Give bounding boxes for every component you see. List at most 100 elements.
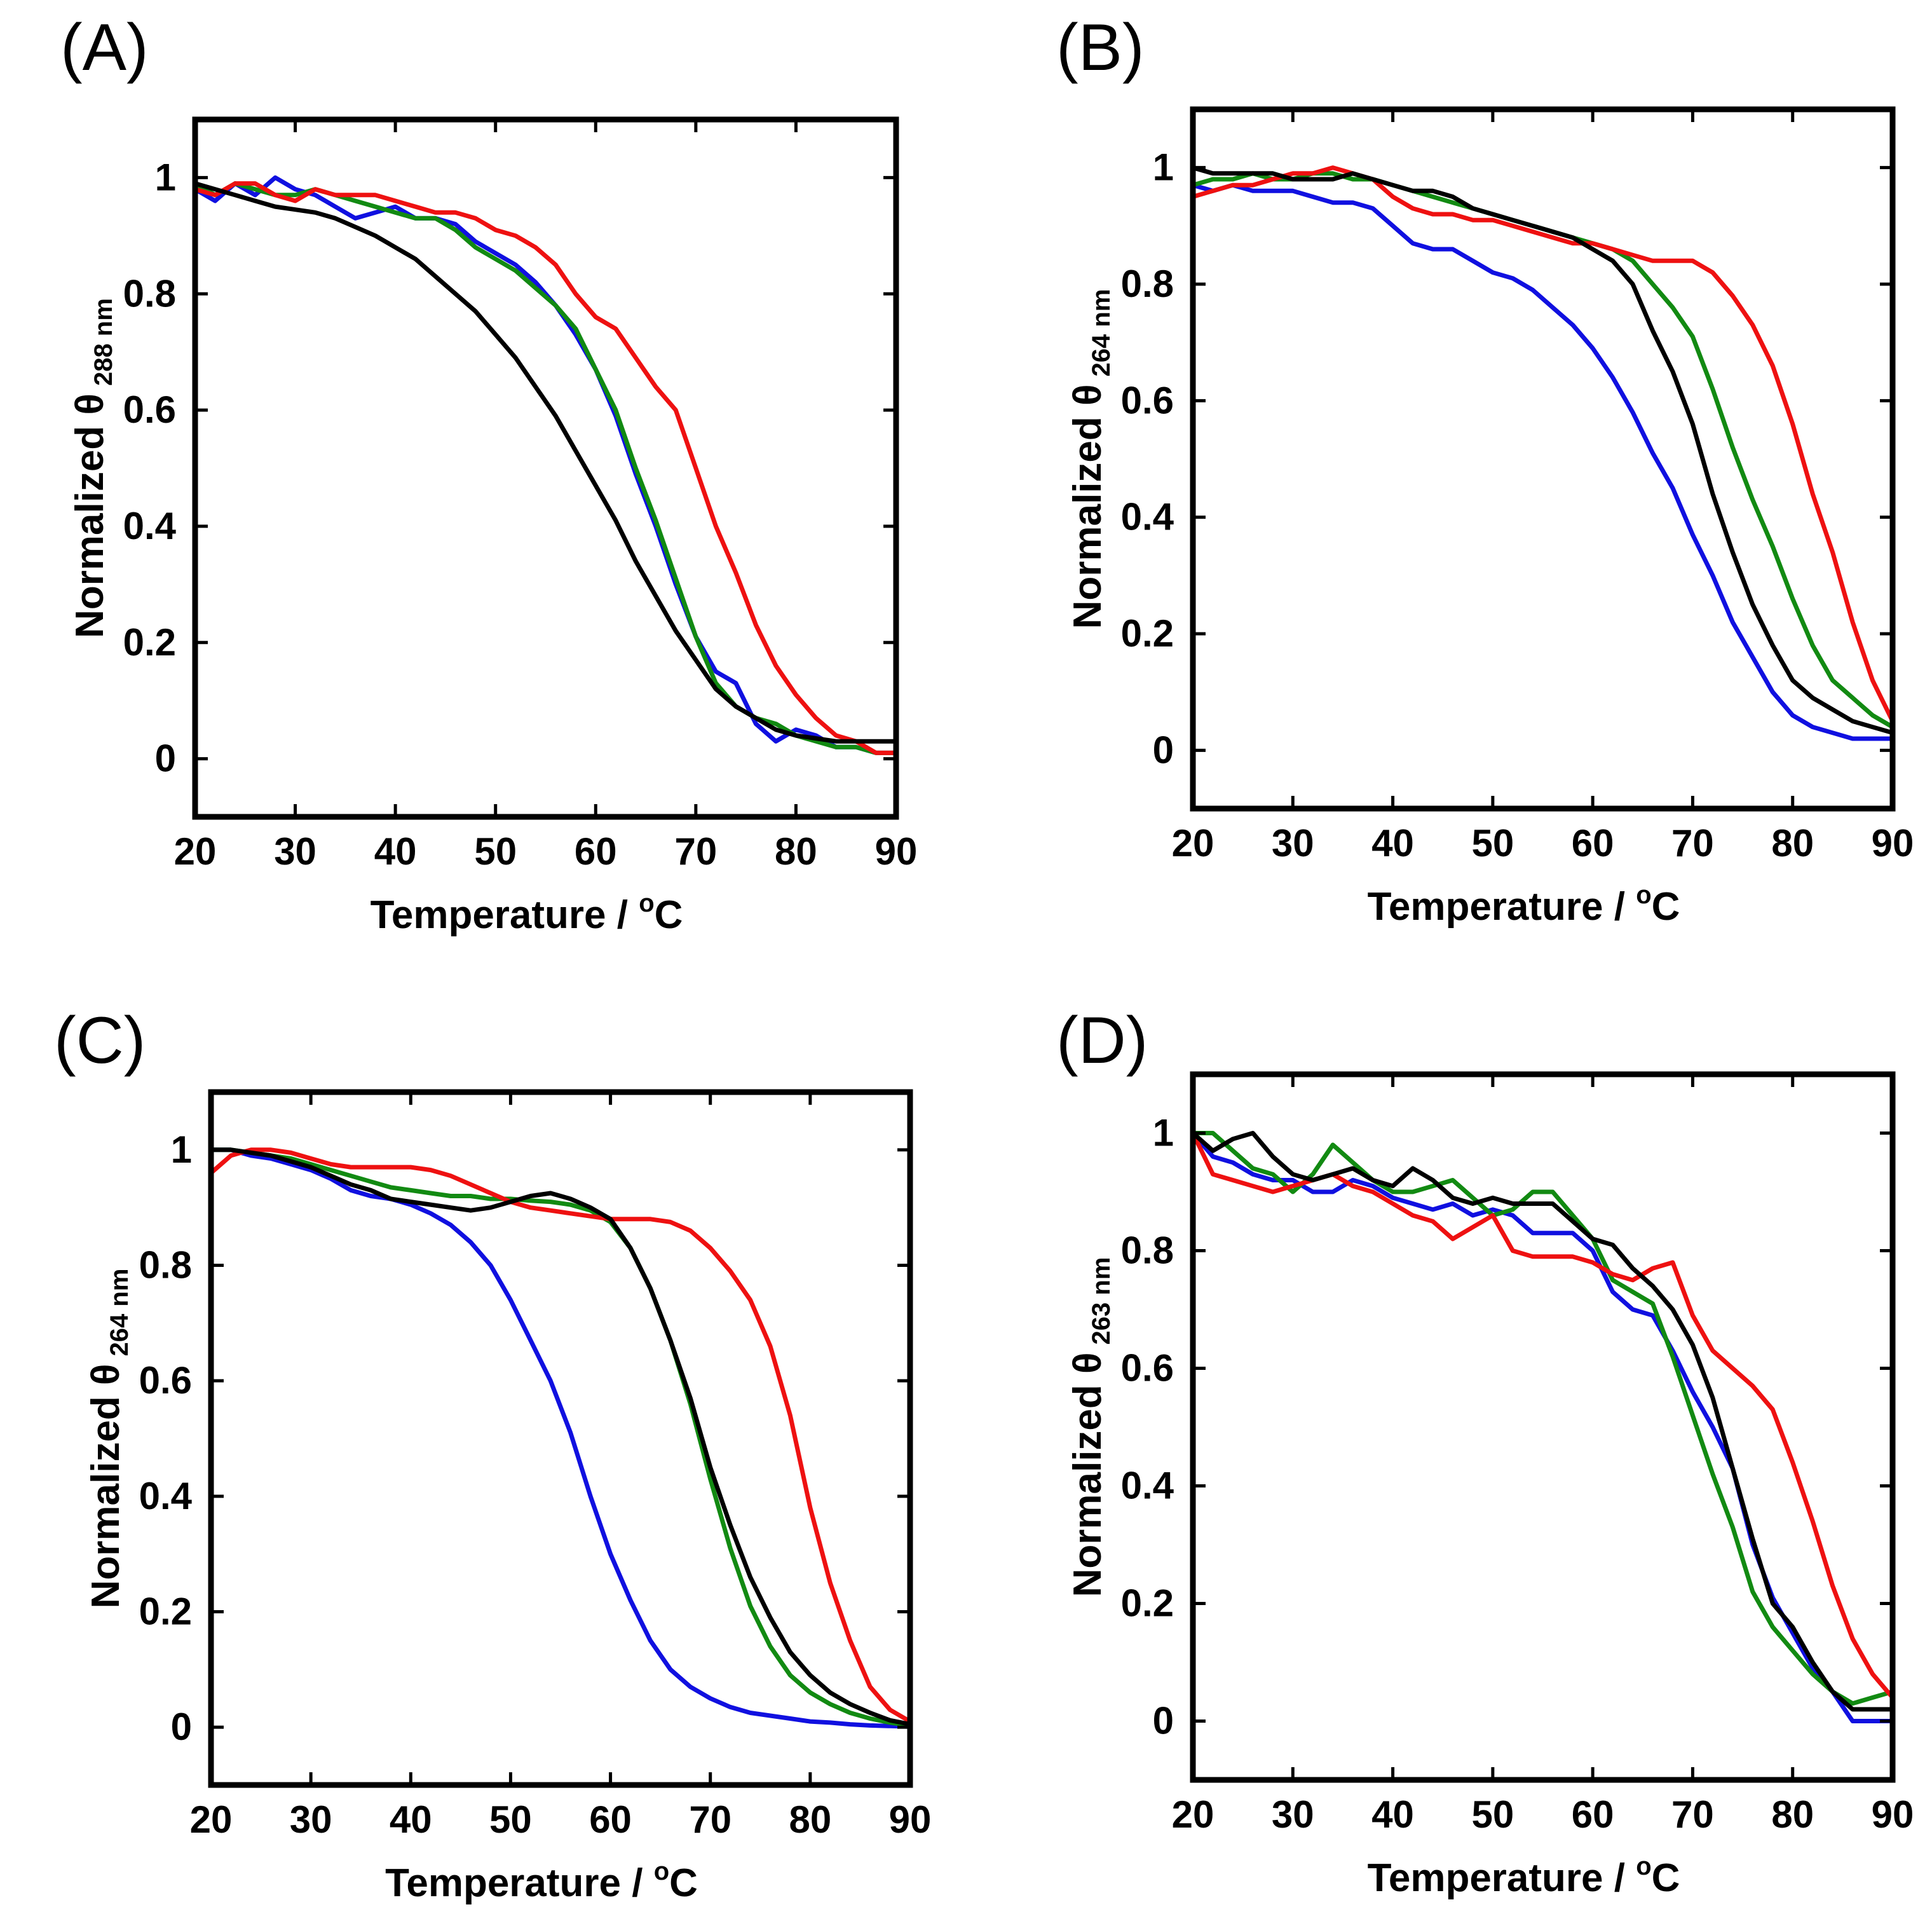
y-tick-label: 0 (155, 737, 176, 780)
y-axis-label: Normalized θ 264 nm (1066, 289, 1115, 629)
y-tick-label: 0.8 (123, 272, 176, 315)
x-axis-label-degree: o (639, 889, 654, 917)
x-tick-label: 80 (789, 1798, 831, 1841)
x-tick-label: 40 (1371, 822, 1414, 865)
x-tick-label: 50 (489, 1798, 532, 1841)
x-tick-label: 50 (474, 830, 517, 873)
y-axis-label-text: Normalized θ (84, 1364, 128, 1608)
y-tick-label: 0.8 (1121, 1229, 1174, 1272)
x-axis-label-unit: C (669, 1861, 698, 1905)
x-tick-label: 90 (889, 1798, 932, 1841)
x-axis-label-text: Temperature / (371, 893, 639, 937)
y-tick-label: 0.2 (1121, 612, 1174, 655)
x-tick-label: 50 (1471, 822, 1514, 865)
y-tick-label: 0 (171, 1706, 192, 1748)
x-tick-label: 40 (1371, 1793, 1414, 1836)
y-axis-label-subscript: 264 nm (105, 1269, 133, 1357)
x-axis-label-unit: C (1652, 885, 1680, 929)
chart-panel-2: (C) 20 30 40 50 60 70 80 90 0 0.2 0.4 0.6 0.8 1 Tempera… (54, 1004, 931, 1905)
x-tick-label: 70 (1671, 822, 1714, 865)
series-line-red (193, 181, 899, 755)
y-axis-label-text: Normalized θ (68, 393, 112, 638)
x-axis-label-unit: C (1652, 1856, 1680, 1900)
y-tick-label: 0.4 (139, 1475, 193, 1517)
series-line-green (1190, 171, 1895, 730)
series-line-blue (1190, 182, 1895, 741)
series-line-blue (1190, 1131, 1895, 1723)
y-axis-label-text: Normalized θ (1066, 1352, 1110, 1597)
x-tick-label: 80 (775, 830, 817, 873)
series-line-blue (193, 175, 899, 755)
y-tick-label: 0.4 (1121, 1465, 1174, 1507)
y-tick-label: 0.2 (1121, 1582, 1174, 1625)
series-line-black (1190, 1131, 1895, 1712)
y-axis-label: Normalized θ 264 nm (84, 1269, 133, 1609)
x-axis-label-degree: o (1636, 881, 1651, 909)
y-tick-label: 1 (171, 1128, 192, 1171)
x-tick-label: 80 (1771, 822, 1814, 865)
x-tick-label: 70 (674, 830, 717, 873)
y-tick-label: 0.4 (123, 505, 177, 547)
plot-frame (1190, 106, 1896, 812)
series-line-black (193, 181, 899, 744)
y-tick-label: 0.6 (1121, 379, 1174, 421)
x-axis-label-text: Temperature / (385, 1861, 654, 1905)
x-tick-label: 30 (1272, 822, 1314, 865)
x-tick-label: 30 (290, 1798, 332, 1841)
y-tick-label: 0.2 (123, 621, 176, 664)
x-axis-label-text: Temperature / (1368, 1856, 1636, 1900)
y-tick-label: 0.6 (123, 388, 176, 431)
y-tick-label: 0 (1153, 1700, 1174, 1742)
x-tick-label: 90 (1872, 1793, 1914, 1836)
y-axis-label-text: Normalized θ (1066, 384, 1110, 629)
x-axis-label: Temperature / oC (385, 1857, 698, 1905)
series-line-green (193, 181, 899, 755)
x-tick-label: 60 (1572, 822, 1614, 865)
x-tick-label: 50 (1471, 1793, 1514, 1836)
x-axis-label-text: Temperature / (1368, 885, 1636, 929)
y-tick-label: 1 (1153, 1112, 1174, 1154)
chart-panel-1: (B) 20 30 40 50 60 70 80 90 0 0.2 0.4 0.6 0.8 1 Tempera… (1056, 11, 1914, 929)
x-axis-label: Temperature / oC (1368, 1852, 1680, 1900)
y-tick-label: 0.8 (139, 1244, 192, 1287)
x-tick-label: 20 (1172, 822, 1214, 865)
x-tick-label: 40 (390, 1798, 432, 1841)
y-tick-label: 0.6 (139, 1359, 192, 1402)
x-tick-label: 70 (1671, 1793, 1714, 1836)
y-tick-label: 0.2 (139, 1590, 192, 1633)
y-axis-label: Normalized θ 288 nm (68, 298, 118, 638)
x-tick-label: 30 (1272, 1793, 1314, 1836)
x-tick-label: 60 (589, 1798, 632, 1841)
series-line-red (1190, 1131, 1895, 1700)
y-tick-label: 0.4 (1121, 496, 1174, 538)
panel-letter: (D) (1056, 1004, 1148, 1077)
x-axis-label-degree: o (1636, 1852, 1651, 1880)
x-axis-label: Temperature / oC (371, 889, 683, 937)
chart-panel-0: (A) 20 30 40 50 60 70 80 90 0 0.2 0.4 0.6 0.8 1 Tempera… (60, 11, 917, 937)
y-axis-label: Normalized θ 263 nm (1066, 1257, 1115, 1597)
series-line-black (208, 1147, 913, 1727)
y-tick-label: 1 (155, 156, 176, 198)
x-axis-label: Temperature / oC (1368, 881, 1680, 929)
x-tick-label: 90 (875, 830, 918, 873)
x-tick-label: 70 (689, 1798, 731, 1841)
y-tick-label: 0.8 (1121, 263, 1174, 305)
plot-frame (208, 1089, 913, 1788)
y-tick-label: 1 (1153, 146, 1174, 189)
y-axis-label-subscript: 264 nm (1087, 289, 1115, 377)
series-line-red (208, 1147, 913, 1724)
x-tick-label: 60 (575, 830, 617, 873)
x-tick-label: 40 (374, 830, 417, 873)
y-tick-label: 0 (1153, 728, 1174, 771)
x-axis-label-unit: C (655, 893, 683, 937)
series-line-black (1190, 165, 1895, 735)
x-tick-label: 60 (1572, 1793, 1614, 1836)
x-tick-label: 20 (174, 830, 217, 873)
x-tick-label: 20 (1172, 1793, 1214, 1836)
chart-panel-3: (D) 20 30 40 50 60 70 80 90 0 0.2 0.4 0.6 0.8 1 Tempera… (1056, 1004, 1914, 1900)
panel-letter: (C) (54, 1004, 146, 1077)
panel-letter: (A) (60, 11, 149, 85)
x-axis-label-degree: o (654, 1857, 669, 1885)
y-tick-label: 0.6 (1121, 1347, 1174, 1390)
